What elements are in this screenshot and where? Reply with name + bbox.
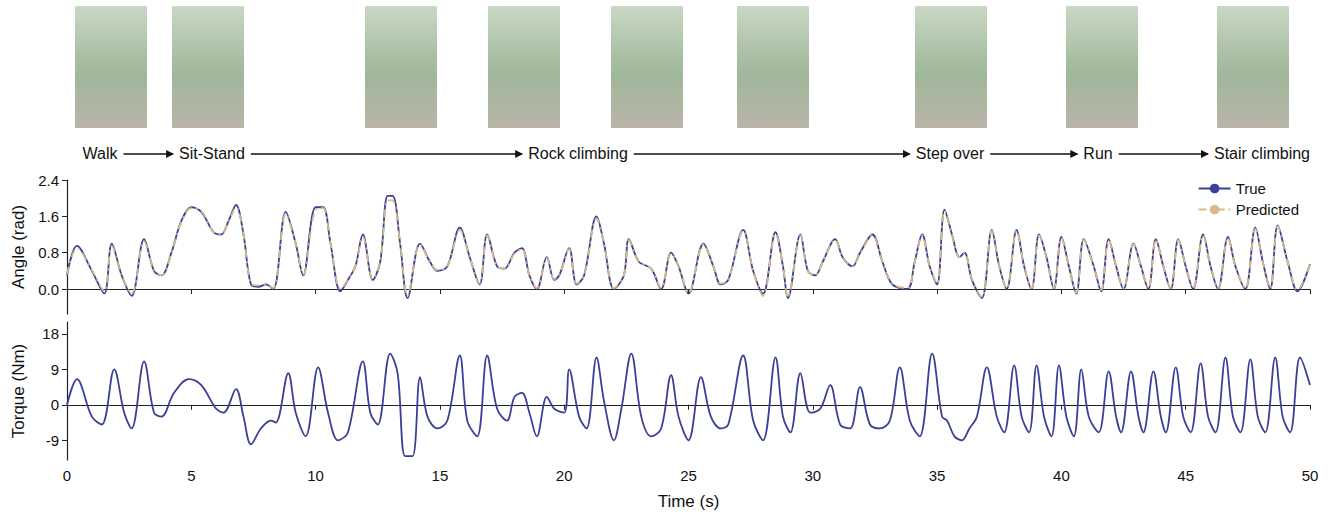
html-text:Step over: Step over [915,145,985,162]
svg-text:-9: -9 [46,432,59,449]
svg-text:5: 5 [187,467,195,484]
svg-text:Predicted: Predicted [1236,201,1299,218]
svg-text:Time (s): Time (s) [658,492,720,511]
svg-text:0.0: 0.0 [38,281,59,298]
html-text:Sit-Stand: Sit-Stand [179,145,245,162]
svg-text:0: 0 [63,467,71,484]
svg-text:1.6: 1.6 [38,208,59,225]
svg-text:45: 45 [1177,467,1194,484]
svg-text:40: 40 [1053,467,1070,484]
svg-text:2.4: 2.4 [38,172,59,189]
svg-text:9: 9 [51,361,59,378]
svg-text:0: 0 [51,396,59,413]
html-text:Stair climbing: Stair climbing [1214,145,1310,162]
html-text:Run: Run [1083,145,1113,162]
svg-text:Torque (Nm): Torque (Nm) [9,344,28,438]
svg-text:Angle (rad): Angle (rad) [9,205,28,289]
svg-text:25: 25 [680,467,697,484]
svg-text:20: 20 [556,467,573,484]
html-text:Walk: Walk [82,145,118,162]
svg-text:35: 35 [929,467,946,484]
svg-text:10: 10 [307,467,324,484]
svg-text:50: 50 [1302,467,1319,484]
html-text:Rock climbing: Rock climbing [528,145,628,162]
svg-text:18: 18 [42,325,59,342]
svg-text:30: 30 [804,467,821,484]
svg-text:15: 15 [432,467,449,484]
svg-text:0.8: 0.8 [38,244,59,261]
svg-text:True: True [1236,180,1266,197]
